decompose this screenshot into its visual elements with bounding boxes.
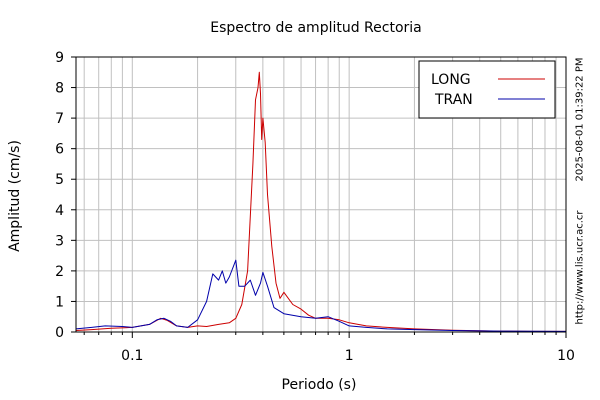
x-tick-label: 0.1 [121,348,143,364]
y-axis-label: Amplitud (cm/s) [7,140,23,252]
x-tick-label: 10 [557,348,575,364]
legend-label-long: LONG [431,72,471,88]
y-tick-label: 5 [55,172,64,188]
y-tick-label: 8 [55,81,64,97]
y-tick-label: 7 [55,111,64,127]
axis-ticks: 0 1 2 3 4 5 6 7 8 9 0.1 1 10 [55,50,575,364]
y-tick-label: 0 [55,325,64,341]
plot-frame [75,56,567,333]
y-tick-label: 4 [55,203,64,219]
timestamp-label: 2025-08-01 01:39:22 PM [574,57,586,182]
y-tick-label: 3 [55,233,64,249]
legend-box [418,60,556,119]
x-axis-label: Periodo (s) [282,377,357,393]
chart-title: Espectro de amplitud Rectoria [210,20,422,36]
series-lines [75,71,567,332]
y-tick-label: 2 [55,264,64,280]
series-line-tran [75,259,567,332]
y-tick-label: 9 [55,50,64,66]
x-tick-label: 1 [345,348,354,364]
y-tick-label: 6 [55,142,64,158]
legend: LONG TRAN [418,60,556,119]
legend-label-tran: TRAN [434,92,473,108]
source-url-label: http://www.lis.ucr.ac.cr [574,210,586,325]
y-tick-label: 1 [55,294,64,310]
